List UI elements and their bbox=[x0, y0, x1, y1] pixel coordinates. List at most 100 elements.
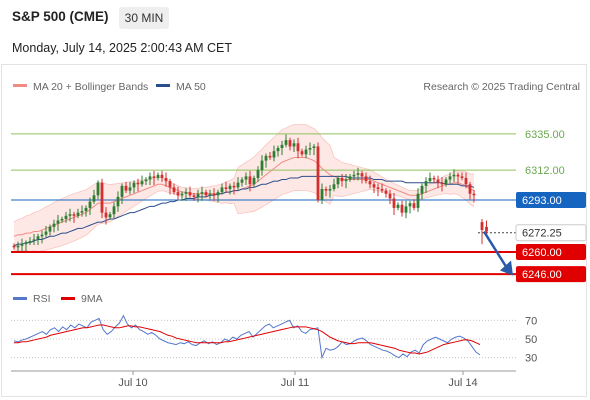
candle bbox=[284, 140, 288, 145]
rsi-ma-legend-swatch bbox=[61, 297, 75, 300]
candle bbox=[352, 174, 356, 177]
candle bbox=[436, 179, 440, 183]
candle bbox=[388, 193, 392, 199]
candle bbox=[236, 182, 240, 188]
rsi-tick-label: 70 bbox=[525, 315, 537, 327]
candle bbox=[168, 181, 172, 188]
candle bbox=[412, 203, 416, 208]
candle bbox=[204, 192, 208, 196]
candle bbox=[264, 155, 268, 161]
rsi-tick-label: 50 bbox=[525, 334, 537, 346]
level-label-6246.00: 6246.00 bbox=[522, 269, 562, 281]
candle bbox=[268, 155, 272, 158]
candle bbox=[360, 173, 364, 177]
candle bbox=[376, 187, 380, 189]
x-tick-label: Jul 10 bbox=[118, 377, 147, 389]
candle bbox=[132, 182, 136, 188]
level-box-6293.00 bbox=[516, 192, 586, 209]
rsi-line bbox=[13, 314, 481, 360]
candle bbox=[380, 189, 384, 191]
candle bbox=[320, 189, 324, 201]
candle bbox=[456, 174, 460, 177]
candle bbox=[464, 177, 468, 185]
candle bbox=[392, 198, 396, 208]
rsi-tick-label: 30 bbox=[525, 353, 537, 365]
candle bbox=[84, 207, 88, 212]
candle bbox=[324, 189, 328, 191]
candle bbox=[308, 148, 312, 150]
candle bbox=[112, 206, 116, 215]
candle bbox=[124, 185, 128, 191]
candle bbox=[36, 236, 40, 240]
candle bbox=[312, 146, 316, 149]
candle bbox=[460, 176, 464, 178]
x-axis: Jul 10 Jul 11 Jul 14 bbox=[118, 371, 478, 389]
candle bbox=[48, 226, 52, 232]
candle bbox=[280, 144, 284, 149]
candle bbox=[472, 193, 476, 196]
candle bbox=[120, 185, 124, 197]
candle bbox=[292, 143, 296, 147]
candle bbox=[52, 223, 56, 227]
candle bbox=[116, 196, 120, 207]
level-label-6312.00: 6312.00 bbox=[525, 165, 565, 177]
level-label-6335.00: 6335.00 bbox=[525, 129, 565, 141]
candle bbox=[400, 204, 404, 213]
candle bbox=[368, 181, 372, 185]
candles-layer bbox=[12, 134, 513, 276]
candle bbox=[300, 151, 304, 155]
gap-candle bbox=[480, 222, 484, 230]
candle bbox=[344, 179, 348, 182]
candle bbox=[296, 143, 300, 152]
candle bbox=[140, 181, 144, 185]
timeframe-button[interactable]: 30 MIN bbox=[119, 7, 169, 29]
x-tick-label: Jul 14 bbox=[448, 377, 477, 389]
candle bbox=[220, 187, 224, 193]
chart-date: Monday, July 14, 2025 2:00:43 AM CET bbox=[12, 41, 233, 55]
candle bbox=[276, 148, 280, 152]
candle bbox=[252, 177, 256, 185]
candle bbox=[328, 189, 332, 191]
candle bbox=[208, 193, 212, 196]
candle bbox=[144, 179, 148, 182]
candle bbox=[440, 182, 444, 185]
candle bbox=[364, 176, 368, 182]
candle bbox=[28, 241, 32, 243]
candle bbox=[468, 184, 472, 194]
bollinger-upper-line bbox=[13, 123, 475, 223]
candle bbox=[232, 185, 236, 188]
candle bbox=[384, 190, 388, 194]
forecast-arrow-head bbox=[500, 260, 513, 276]
candle bbox=[92, 195, 96, 202]
candle bbox=[16, 245, 20, 248]
candle bbox=[20, 244, 24, 246]
candle bbox=[128, 187, 132, 191]
candle bbox=[68, 214, 72, 216]
candle bbox=[156, 174, 160, 178]
candle bbox=[136, 182, 140, 185]
rsi-ma-legend-label: 9MA bbox=[81, 293, 103, 305]
candle bbox=[420, 185, 424, 194]
candle bbox=[104, 212, 108, 218]
candle bbox=[416, 193, 420, 208]
ma50-legend-swatch bbox=[156, 84, 170, 87]
candle bbox=[40, 234, 44, 237]
candle bbox=[188, 192, 192, 196]
bollinger-lower-line bbox=[13, 189, 475, 253]
candle bbox=[408, 203, 412, 207]
candle bbox=[228, 185, 232, 189]
candle bbox=[96, 182, 100, 196]
candle bbox=[372, 184, 376, 188]
candle bbox=[432, 177, 436, 180]
level-box-6246.00 bbox=[516, 266, 586, 283]
candle bbox=[244, 176, 248, 180]
candle bbox=[12, 245, 16, 248]
bollinger-legend-swatch bbox=[13, 84, 27, 87]
candle bbox=[76, 212, 80, 216]
rsi-legend-label: RSI bbox=[33, 293, 51, 305]
candle bbox=[148, 176, 152, 180]
chart-header: S&P 500 (CME) 30 MIN bbox=[0, 0, 590, 36]
level-label-6293.00: 6293.00 bbox=[522, 195, 562, 207]
candle bbox=[80, 211, 84, 213]
